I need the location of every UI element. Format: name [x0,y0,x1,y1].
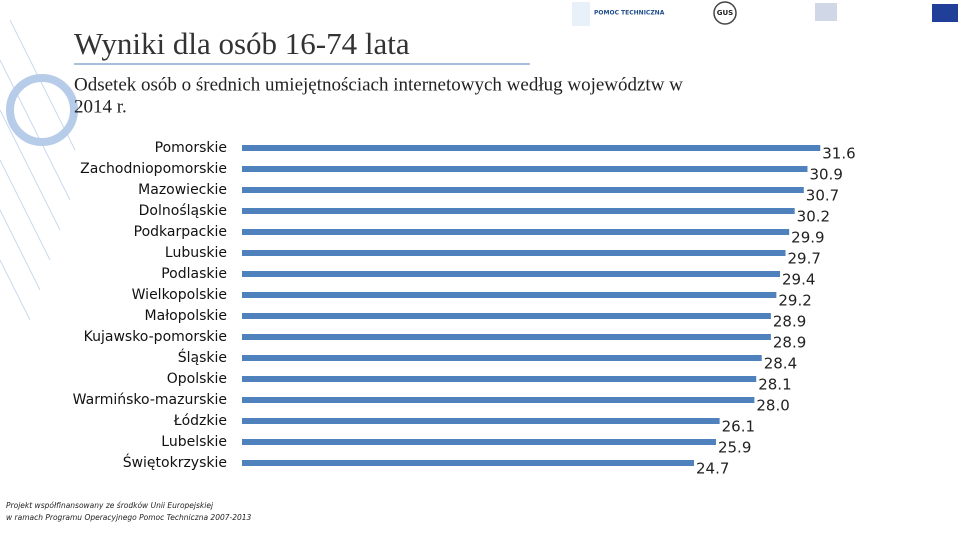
bar [242,292,777,298]
bar [242,187,804,193]
value-label: 29.7 [788,250,821,268]
bar [242,166,808,172]
value-label: 29.9 [791,229,824,247]
category-label: Lubelskie [161,434,227,450]
title: Wyniki dla osób 16-74 lata [74,26,410,61]
category-label: Śląskie [178,348,227,366]
bar [242,460,695,466]
category-label: Kujawsko-pomorskie [84,329,227,345]
category-label: Mazowieckie [138,182,227,198]
category-label: Podkarpackie [134,224,227,240]
value-label: 31.6 [822,145,855,163]
bar [242,229,790,235]
subtitle: Odsetek osób o średnich umiejętnościach … [74,74,683,95]
category-label: Opolskie [167,371,227,387]
category-label: Lubuskie [165,245,227,261]
category-label: Małopolskie [145,308,227,324]
value-label: 28.4 [764,355,797,373]
logos: POMOC TECHNICZNA GUS [572,1,958,26]
bar [242,271,781,277]
value-label: 28.1 [758,376,791,394]
bar [242,313,771,319]
logo-text: POMOC TECHNICZNA [594,10,665,17]
value-label: 29.4 [782,271,815,289]
value-label: 30.7 [806,187,839,205]
footer: w ramach Programu Operacyjnego Pomoc Tec… [6,513,252,522]
subtitle: 2014 r. [74,96,127,117]
logo-text: GUS [717,9,733,17]
eu-flag [932,4,958,22]
value-label: 28.9 [773,334,806,352]
plot: Pomorskie 31.6 Zachodniopomorskie 30.9 Mazow… [73,140,856,478]
logo-icon [713,1,737,25]
value-label: 29.2 [778,292,811,310]
footer: Projekt współfinansowany ze środków Unii… [6,501,214,510]
category-label: Pomorskie [155,140,227,156]
bar [242,145,821,151]
category-label: Dolnośląskie [139,203,227,219]
background-decoration [0,19,78,321]
bar [242,355,762,361]
value-label: 24.7 [696,460,729,478]
bar [242,439,716,445]
value-label: 28.9 [773,313,806,331]
bar [242,418,720,424]
category-label: Warmińsko-mazurskie [73,392,227,408]
category-label: Łódzkie [173,413,227,429]
bar [242,208,795,214]
value-label: 30.9 [809,166,842,184]
bar [242,376,757,382]
bar [242,397,755,403]
category-label: Świętokrzyskie [123,453,227,471]
category-label: Wielkopolskie [132,287,227,303]
logo-icon [815,3,837,21]
value-label: 25.9 [718,439,751,457]
value-label: 26.1 [722,418,755,436]
logo-icon [572,2,590,26]
bar [242,250,786,256]
value-label: 28.0 [756,397,789,415]
category-label: Zachodniopomorskie [80,161,227,177]
category-label: Podlaskie [161,266,227,282]
bar [242,334,771,340]
value-label: 30.2 [797,208,830,226]
